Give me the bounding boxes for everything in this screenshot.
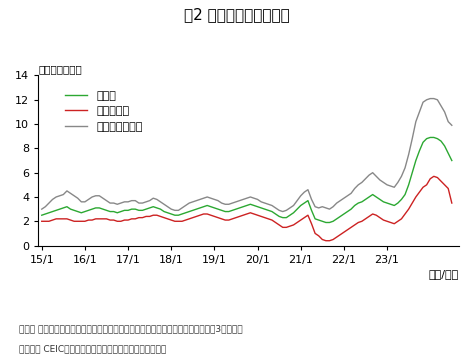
新興国 — [93, 206, 99, 210]
内、アジア — [93, 217, 99, 221]
内、アジア — [431, 174, 437, 179]
新興国 — [428, 135, 433, 140]
新興国 — [287, 213, 293, 217]
内、アジア — [402, 212, 408, 216]
新興国 — [132, 207, 138, 211]
内、アジア — [323, 239, 329, 243]
新興国 — [172, 213, 178, 217]
Text: （年/月）: （年/月） — [429, 269, 459, 279]
内、アジア — [39, 219, 45, 223]
Text: （出所） CEICデータより野村アセットマネジメント作成: （出所） CEICデータより野村アセットマネジメント作成 — [19, 344, 166, 353]
内、アジア以外 — [291, 203, 296, 208]
Text: （前年比、％）: （前年比、％） — [38, 64, 82, 74]
内、アジア以外 — [39, 207, 45, 211]
Legend: 新興国, 内、アジア, 内、アジア以外: 新興国, 内、アジア, 内、アジア以外 — [61, 86, 147, 136]
新興国 — [193, 207, 199, 211]
Text: （注） インフレ率は、各国のインフレ率を単純平均したものを表示。対象国は図3を参照。: （注） インフレ率は、各国のインフレ率を単純平均したものを表示。対象国は図3を参… — [19, 325, 243, 334]
Line: 内、アジア: 内、アジア — [42, 176, 452, 241]
内、アジア — [193, 214, 199, 219]
Text: 図2 新興国のインフレ率: 図2 新興国のインフレ率 — [184, 7, 290, 22]
内、アジア以外 — [402, 166, 408, 170]
内、アジア — [449, 201, 455, 205]
新興国 — [323, 220, 329, 225]
内、アジア以外 — [428, 97, 433, 101]
新興国 — [449, 158, 455, 163]
内、アジア以外 — [93, 193, 99, 198]
Line: 新興国: 新興国 — [42, 137, 452, 223]
新興国 — [402, 192, 408, 197]
内、アジア — [287, 224, 293, 228]
内、アジア以外 — [193, 198, 199, 203]
内、アジア以外 — [280, 209, 286, 214]
内、アジア以外 — [132, 198, 138, 203]
Line: 内、アジア以外: 内、アジア以外 — [42, 99, 452, 212]
新興国 — [39, 213, 45, 217]
内、アジア — [172, 219, 178, 223]
内、アジア — [132, 217, 138, 221]
内、アジア以外 — [172, 208, 178, 213]
内、アジア以外 — [449, 123, 455, 127]
